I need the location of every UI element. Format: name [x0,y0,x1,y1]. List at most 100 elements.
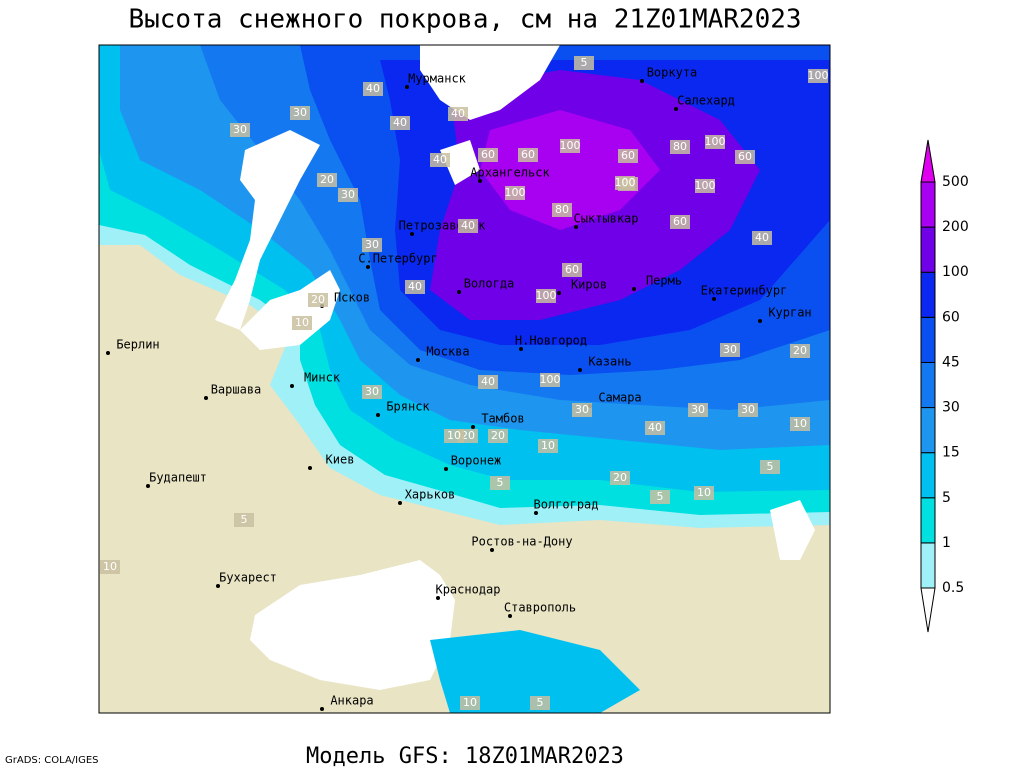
contour-label: 20 [320,173,334,186]
city-dot [410,232,414,236]
legend-label: 500 [942,174,969,190]
contour-label-box [705,135,725,149]
contour-label-box [574,56,594,70]
city-label: Киев [326,453,355,467]
city-dot [366,265,370,269]
legend-swatch [920,361,936,409]
city-dot [290,384,294,388]
city-dot [308,466,312,470]
contour-label: 20 [311,293,325,306]
contour-label: 30 [365,385,379,398]
contour-label: 20 [793,344,807,357]
city-label: Сыктывкар [573,212,638,226]
city-label: Харьков [405,488,456,502]
contour-label: 60 [738,150,752,163]
contour-label-box [100,560,120,574]
city-dot [416,358,420,362]
contour-label-box [460,696,480,710]
city-label: Ростов-на-Дону [471,535,572,549]
legend-swatch [920,542,936,589]
city-dot [632,287,636,291]
contour-label: 20 [613,471,627,484]
contour-label: 10 [463,696,477,709]
contour-label: 80 [673,140,687,153]
contour-label-box [536,289,556,303]
contour-label: 40 [461,219,475,232]
contour-label-box [234,513,254,527]
contour-label: 10 [295,316,309,329]
contour-label: 10 [103,560,117,573]
map [99,45,830,713]
contour-label: 40 [755,231,769,244]
contour-label-box [695,179,715,193]
contour-label: 100 [615,176,636,189]
city-dot [444,467,448,471]
contour-label-box [363,82,383,96]
city-label: Варшава [211,383,262,397]
contour-label: 60 [521,148,535,161]
contour-label-box [760,460,780,474]
contour-label: 60 [565,263,579,276]
city-dot [320,707,324,711]
contour-label: 40 [408,280,422,293]
city-label: Тамбов [481,412,524,426]
city-label: Вологда [464,277,515,291]
title: Высота снежного покрова, см на 21Z01MAR2… [128,5,801,35]
contour-label: 30 [365,238,379,251]
contour-label-box [390,116,410,130]
contour-label-box [518,148,538,162]
contour-label: 60 [481,148,495,161]
legend-label: 200 [942,219,969,235]
city-label: Екатеринбург [701,284,788,298]
city-label: Воркута [647,66,698,80]
legend-label: 60 [942,309,960,325]
contour-label: 100 [695,179,716,192]
city-dot [534,511,538,515]
contour-label: 5 [767,460,774,473]
city-label: Пермь [646,274,682,288]
city-dot [457,290,461,294]
contour-label-box [720,343,740,357]
contour-label-box [478,375,498,389]
contour-label: 40 [481,375,495,388]
contour-label-box [478,148,498,162]
city-dot [376,413,380,417]
contour-label: 100 [540,373,561,386]
contour-label: 30 [723,343,737,356]
city-dot [478,179,482,183]
contour-label-box [752,231,772,245]
contour-label: 40 [648,421,662,434]
contour-label-box [230,123,250,137]
contour-label: 5 [581,56,588,69]
city-label: Будапешт [149,471,207,485]
legend-label: 15 [942,445,960,461]
contour-label-box [790,344,810,358]
city-dot [712,297,716,301]
city-dot [490,548,494,552]
contour-label-box [560,139,580,153]
city-dot [758,319,762,323]
city-dot [578,368,582,372]
city-dot [674,107,678,111]
contour-label-box [538,439,558,453]
city-dot [471,425,475,429]
city-dot [405,85,409,89]
legend-swatch [920,407,936,454]
city-label: Берлин [116,338,159,352]
contour-label: 30 [341,188,355,201]
city-label: Анкара [330,694,373,708]
city-label: Мурманск [408,72,467,86]
contour-label: 60 [673,215,687,228]
contour-label-box [615,176,635,190]
contour-label-box [694,486,714,500]
city-label: Курган [768,306,811,320]
city-label: Самара [598,391,641,405]
contour-label: 10 [697,486,711,499]
contour-label-box [540,373,560,387]
contour-label-box [670,215,690,229]
contour-label: 10 [793,417,807,430]
contour-label: 10 [541,439,555,452]
contour-label-box [362,385,382,399]
contour-label: 5 [497,476,504,489]
